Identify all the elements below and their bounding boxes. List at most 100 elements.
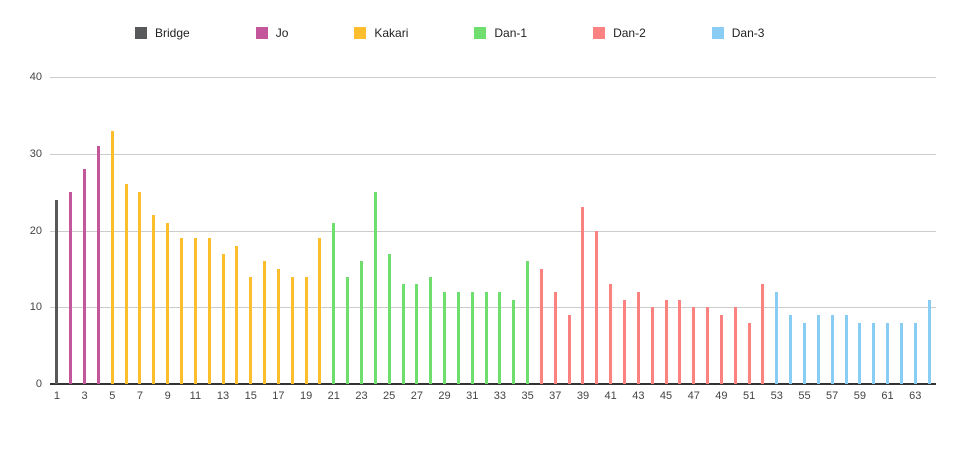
bar-34 <box>512 299 516 384</box>
gridline <box>50 307 936 309</box>
bar-18 <box>290 276 294 384</box>
bar-25 <box>387 253 391 384</box>
bar-17 <box>276 268 280 384</box>
x-tick-label: 37 <box>549 390 562 402</box>
bar-13 <box>221 253 225 384</box>
legend-label: Dan-2 <box>613 26 646 40</box>
bar-26 <box>401 284 405 384</box>
bar-12 <box>207 238 211 384</box>
x-tick-label: 3 <box>81 390 88 402</box>
x-tick-label: 15 <box>244 390 257 402</box>
x-tick-label: 25 <box>383 390 396 402</box>
bar-32 <box>484 291 488 384</box>
bar-20 <box>318 238 322 384</box>
legend-label: Dan-3 <box>731 26 765 40</box>
x-tick-label: 23 <box>355 390 368 402</box>
bar-14 <box>235 245 239 384</box>
bar-5 <box>110 130 114 384</box>
legend-label: Dan-1 <box>494 26 528 40</box>
bar-6 <box>124 184 128 384</box>
bar-43 <box>636 291 640 384</box>
legend: Bridge Jo Kakari Dan-1 Dan-2 Dan-3 <box>135 26 764 40</box>
legend-label: Jo <box>275 26 289 40</box>
bar-58 <box>844 314 848 384</box>
y-tick-label: 40 <box>29 71 42 83</box>
bar-29 <box>443 291 447 384</box>
gridline <box>50 230 936 232</box>
bar-48 <box>706 307 710 384</box>
bar-27 <box>415 284 419 384</box>
bar-19 <box>304 276 308 384</box>
bar-41 <box>609 284 613 384</box>
x-tick-label: 51 <box>742 390 756 402</box>
x-tick-label: 5 <box>109 390 116 402</box>
bar-62 <box>899 322 903 384</box>
bar-60 <box>872 322 876 384</box>
bar-16 <box>263 261 267 384</box>
bar-59 <box>858 322 862 384</box>
x-tick-label: 7 <box>136 390 144 402</box>
bar-28 <box>429 276 433 384</box>
bar-22 <box>346 276 350 384</box>
legend-item-dan-2: Dan-2 <box>593 26 646 40</box>
bar-2 <box>69 192 73 384</box>
bar-56 <box>816 314 820 384</box>
bar-39 <box>581 207 585 384</box>
bar-38 <box>567 314 571 384</box>
legend-item-jo: Jo <box>255 26 289 40</box>
bar-10 <box>180 238 184 384</box>
legend-swatch-icon <box>711 27 724 39</box>
x-tick-label: 43 <box>632 390 645 402</box>
x-tick-label: 17 <box>272 390 285 402</box>
x-tick-label: 29 <box>438 390 451 402</box>
y-axis: 0 10 20 30 40 <box>0 71 42 390</box>
y-tick-label: 30 <box>29 147 42 160</box>
y-tick-label: 0 <box>35 378 42 390</box>
bar-64 <box>927 299 931 384</box>
bar-57 <box>830 314 834 384</box>
x-axis-baseline <box>50 383 936 385</box>
bar-23 <box>359 261 363 384</box>
legend-item-dan-1: Dan-1 <box>474 26 527 40</box>
bar-44 <box>650 307 654 384</box>
x-tick-label: 39 <box>576 390 590 402</box>
x-tick-label: 31 <box>466 390 479 402</box>
bar-9 <box>166 222 170 384</box>
legend-swatch-icon <box>474 27 487 39</box>
bar-37 <box>553 291 557 384</box>
x-tick-label: 49 <box>715 390 728 402</box>
legend-item-kakari: Kakari <box>354 26 408 40</box>
bar-52 <box>761 284 765 384</box>
x-tick-label: 11 <box>189 390 202 402</box>
x-tick-label: 63 <box>909 390 922 402</box>
gridline <box>50 153 936 155</box>
bar-54 <box>789 314 793 384</box>
bar-30 <box>456 291 460 384</box>
x-tick-label: 1 <box>53 390 60 402</box>
legend-label: Bridge <box>155 26 190 40</box>
gridline <box>50 77 936 78</box>
legend-swatch-icon <box>593 27 606 39</box>
plot-area <box>50 77 936 385</box>
bar-40 <box>595 230 599 384</box>
legend-item-bridge: Bridge <box>135 26 190 40</box>
bar-7 <box>138 192 142 384</box>
x-tick-label: 55 <box>798 390 811 402</box>
bar-35 <box>526 261 530 384</box>
bar-15 <box>249 276 253 384</box>
bar-21 <box>332 222 336 384</box>
x-tick-label: 19 <box>299 390 313 402</box>
legend-swatch-icon <box>135 27 147 39</box>
bar-55 <box>802 322 806 384</box>
bar-8 <box>152 215 156 384</box>
legend-swatch-icon <box>255 27 268 39</box>
bar-50 <box>733 307 737 384</box>
x-tick-label: 35 <box>521 390 534 402</box>
x-tick-label: 57 <box>826 390 839 402</box>
x-tick-label: 27 <box>410 390 423 402</box>
bar-49 <box>719 314 723 384</box>
y-tick-label: 10 <box>29 301 42 314</box>
y-tick-label: 20 <box>29 224 42 237</box>
x-tick-label: 21 <box>327 390 340 402</box>
bar-1 <box>55 199 59 384</box>
